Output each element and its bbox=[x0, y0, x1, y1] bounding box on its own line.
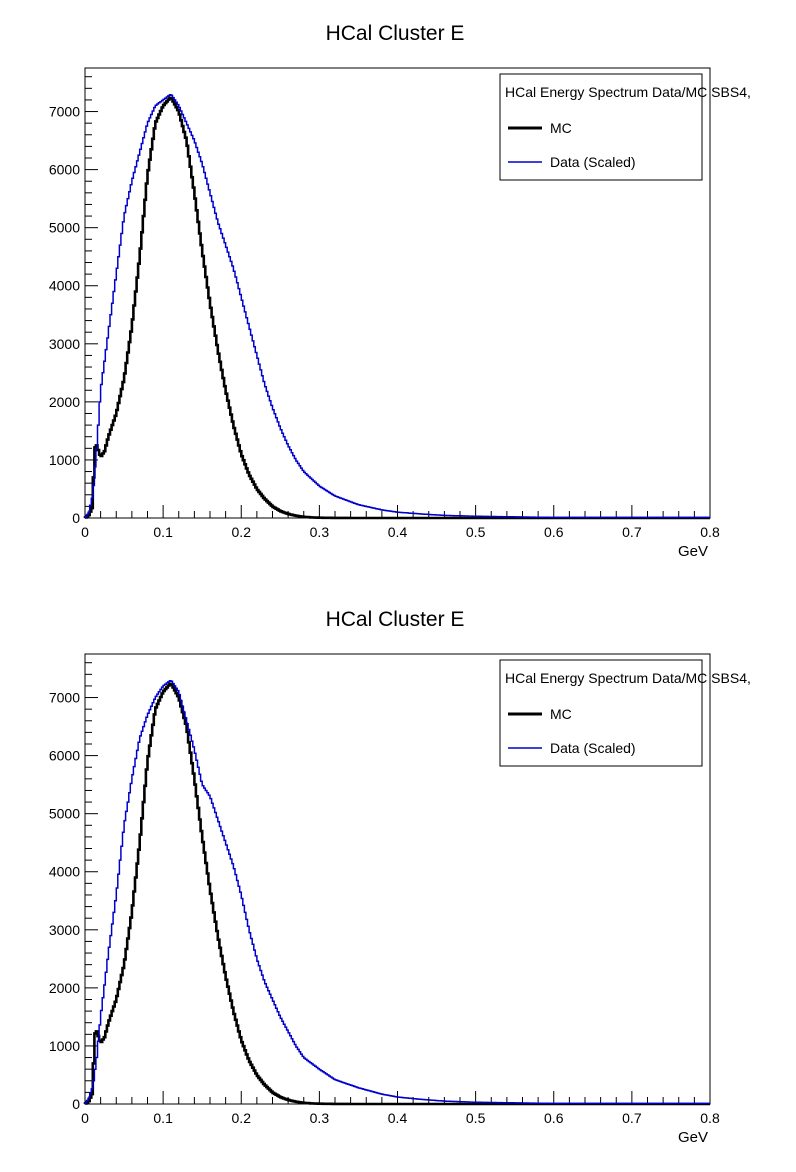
y-tick-label: 6000 bbox=[49, 748, 80, 764]
legend-label-data: Data (Scaled) bbox=[550, 740, 636, 756]
x-axis-label: GeV bbox=[678, 543, 708, 560]
legend-label-mc: MC bbox=[550, 706, 572, 722]
legend-header: HCal Energy Spectrum Data/MC SBS4, bbox=[505, 670, 751, 686]
x-tick-label: 0.1 bbox=[153, 1110, 173, 1126]
x-tick-label: 0.3 bbox=[310, 1110, 330, 1126]
series-data-line bbox=[84, 679, 710, 1105]
y-tick-label: 3000 bbox=[49, 922, 80, 938]
series-group bbox=[83, 679, 710, 1106]
x-tick-label: 0.5 bbox=[466, 1110, 486, 1126]
x-tick-label: 0.2 bbox=[232, 524, 252, 540]
legend: HCal Energy Spectrum Data/MC SBS4, MC Da… bbox=[499, 73, 751, 181]
x-tick-label: 0.5 bbox=[466, 524, 486, 540]
series-group bbox=[83, 93, 710, 520]
chart-svg-bottom: HCal Cluster E 0 1000 2000 3000 4000 5000 6000… bbox=[49, 608, 751, 1146]
legend-label-data: Data (Scaled) bbox=[550, 154, 636, 170]
x-tick-label: 0.2 bbox=[232, 1110, 252, 1126]
x-tick-label: 0 bbox=[81, 1110, 89, 1126]
chart-svg-top: HCal Cluster E 0 1000 2000 3000 4000 5000 6000… bbox=[49, 22, 751, 560]
y-tick-label: 0 bbox=[72, 1096, 80, 1112]
y-tick-label: 4000 bbox=[49, 864, 80, 880]
x-tick-label: 0 bbox=[81, 524, 89, 540]
chart-title: HCal Cluster E bbox=[326, 608, 465, 631]
y-axis: 0 1000 2000 3000 4000 5000 6000 7000 bbox=[49, 662, 98, 1112]
x-tick-label: 0.8 bbox=[700, 1110, 720, 1126]
y-tick-label: 1000 bbox=[49, 1038, 80, 1054]
x-tick-label: 0.7 bbox=[622, 1110, 642, 1126]
legend: HCal Energy Spectrum Data/MC SBS4, MC Da… bbox=[499, 659, 751, 767]
y-tick-label: 7000 bbox=[49, 690, 80, 706]
y-tick-label: 4000 bbox=[49, 278, 80, 294]
x-tick-label: 0.7 bbox=[622, 524, 642, 540]
chart-panel-top: HCal Cluster E 0 1000 2000 3000 4000 5000 6000… bbox=[49, 22, 751, 560]
legend-label-mc: MC bbox=[550, 120, 572, 136]
series-data-line bbox=[84, 93, 710, 519]
y-tick-label: 1000 bbox=[49, 452, 80, 468]
y-tick-label: 2000 bbox=[49, 394, 80, 410]
y-tick-label: 5000 bbox=[49, 220, 80, 236]
x-axis: 0 0.1 0.2 0.3 0.4 0.5 0.6 0.7 0.8 bbox=[81, 1091, 720, 1126]
y-axis: 0 1000 2000 3000 4000 5000 6000 7000 bbox=[49, 76, 98, 526]
x-tick-label: 0.3 bbox=[310, 524, 330, 540]
y-tick-label: 7000 bbox=[49, 104, 80, 120]
x-axis-label: GeV bbox=[678, 1129, 708, 1146]
x-tick-label: 0.4 bbox=[388, 1110, 408, 1126]
x-tick-label: 0.1 bbox=[153, 524, 173, 540]
y-tick-label: 3000 bbox=[49, 336, 80, 352]
chart-panel-bottom: HCal Cluster E 0 1000 2000 3000 4000 5000 6000… bbox=[0, 586, 796, 1172]
legend-header: HCal Energy Spectrum Data/MC SBS4, bbox=[505, 84, 751, 100]
y-tick-label: 0 bbox=[72, 510, 80, 526]
y-tick-label: 2000 bbox=[49, 980, 80, 996]
x-tick-label: 0.6 bbox=[544, 524, 564, 540]
y-tick-label: 6000 bbox=[49, 162, 80, 178]
x-tick-label: 0.4 bbox=[388, 524, 408, 540]
x-tick-label: 0.8 bbox=[700, 524, 720, 540]
x-axis: 0 0.1 0.2 0.3 0.4 0.5 0.6 0.7 0.8 bbox=[81, 505, 720, 540]
x-tick-label: 0.6 bbox=[544, 1110, 564, 1126]
chart-title: HCal Cluster E bbox=[326, 22, 465, 45]
y-tick-label: 5000 bbox=[49, 806, 80, 822]
